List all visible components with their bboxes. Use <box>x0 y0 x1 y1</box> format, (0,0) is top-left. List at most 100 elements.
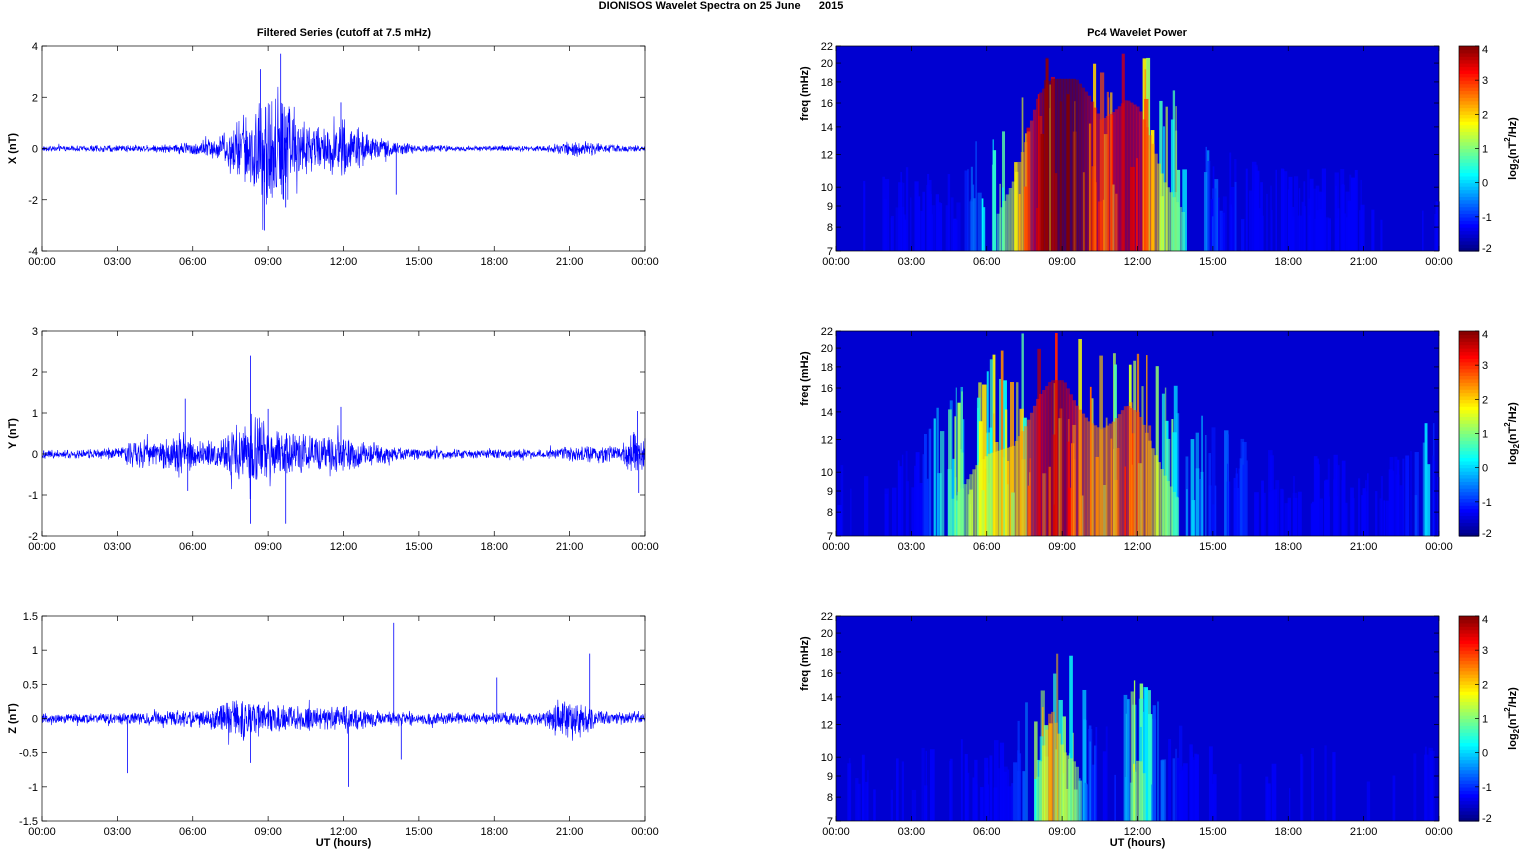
colorbar-segment <box>1459 525 1479 530</box>
wavelet-core <box>1042 745 1046 821</box>
colorbar-label-part: /Hz) <box>1507 402 1519 423</box>
y-tick-label: 20 <box>821 58 833 70</box>
colorbar-segment <box>1459 97 1479 102</box>
wavelet-streak <box>1190 439 1195 536</box>
y-tick-label: 18 <box>821 362 833 374</box>
wavelet-streak <box>965 789 967 821</box>
colorbar-segment <box>1459 192 1479 197</box>
colorbar-segment <box>1459 385 1479 390</box>
wavelet-streak <box>975 141 977 251</box>
y-tick-label: -0.5 <box>19 748 38 760</box>
wavelet-core <box>1057 78 1061 251</box>
wavelet-core <box>1157 462 1161 536</box>
colorbar-segment <box>1459 117 1479 122</box>
colorbar-segment <box>1459 189 1479 194</box>
wavelet-core <box>1087 421 1092 536</box>
y-tick-label: 0 <box>32 714 38 726</box>
colorbar-segment <box>1459 172 1479 177</box>
wavelet-streak <box>1233 477 1238 536</box>
x-tick-label: 12:00 <box>330 256 358 268</box>
x-tick-label: 00:00 <box>822 256 850 268</box>
colorbar-segment <box>1459 375 1479 380</box>
freq-axis-label: freq (mHz) <box>799 351 811 406</box>
colorbar-segment <box>1459 674 1479 679</box>
x-tick-label: 15:00 <box>405 256 433 268</box>
colorbar-segment <box>1459 203 1479 208</box>
wavelet-streak <box>1238 763 1242 821</box>
colorbar-segment <box>1459 69 1479 74</box>
wavelet-streak <box>905 167 909 251</box>
colorbar-segment <box>1459 691 1479 696</box>
colorbar-segment <box>1459 443 1479 448</box>
colorbar-segment <box>1459 749 1479 754</box>
wavelet-core <box>957 491 961 536</box>
wavelet-core <box>1175 202 1180 251</box>
wavelet-core <box>1075 766 1080 821</box>
wavelet-core <box>963 484 967 536</box>
wavelet-streak <box>1338 465 1340 536</box>
y-tick-label: 14 <box>821 692 833 704</box>
y-tick-label: 12 <box>821 435 833 447</box>
wavelet-streak <box>1399 485 1404 536</box>
wavelet-streak <box>1392 775 1396 821</box>
x-tick-label: 15:00 <box>1199 541 1227 553</box>
colorbar-segment <box>1459 633 1479 638</box>
x-tick-label: 09:00 <box>1048 826 1076 838</box>
colorbar-segment <box>1459 131 1479 136</box>
wavelet-streak <box>840 465 844 536</box>
wavelet-core <box>1111 112 1116 251</box>
colorbar-segment <box>1459 718 1479 723</box>
colorbar-segment <box>1459 450 1479 455</box>
wavelet-core <box>1066 78 1070 251</box>
x-tick-label: 18:00 <box>1274 826 1302 838</box>
wavelet-streak <box>1142 711 1147 821</box>
colorbar-label-part: 2 <box>1512 728 1521 733</box>
colorbar-segment <box>1459 399 1479 404</box>
wavelet-streak <box>1130 691 1134 821</box>
wavelet-streak <box>1157 701 1159 821</box>
wavelet-core <box>1132 104 1137 251</box>
wavelet-core <box>1048 382 1052 536</box>
wavelet-core <box>1166 187 1170 251</box>
colorbar-segment <box>1459 244 1479 249</box>
wavelet-streak <box>1022 771 1026 821</box>
wavelet-streak <box>911 487 916 536</box>
wavelet-core <box>1002 448 1007 536</box>
colorbar-segment <box>1459 773 1479 778</box>
wavelet-core <box>1069 78 1073 251</box>
wavelet-streak <box>1172 758 1176 821</box>
wavelet-streak <box>997 768 1002 821</box>
colorbar-segment <box>1459 786 1479 791</box>
y-tick-label: -1 <box>28 490 38 502</box>
wavelet-streak <box>937 473 942 536</box>
wavelet-core <box>1142 424 1146 536</box>
wavelet-streak <box>1424 423 1428 536</box>
colorbar-tick-label: -1 <box>1482 782 1492 794</box>
x-tick-label: 00:00 <box>1425 256 1453 268</box>
wavelet-streak <box>1332 752 1336 821</box>
wavelet-core <box>1181 212 1186 251</box>
wavelet-streak <box>1428 747 1433 821</box>
y-tick-label: 20 <box>821 628 833 640</box>
colorbar-segment <box>1459 505 1479 510</box>
wavelet-core <box>1148 135 1152 251</box>
colorbar-segment <box>1459 158 1479 163</box>
y-tick-label: -4 <box>28 246 38 258</box>
colorbar-segment <box>1459 389 1479 394</box>
wavelet-streak <box>896 758 899 821</box>
colorbar-segment <box>1459 467 1479 472</box>
colorbar-segment <box>1459 619 1479 624</box>
wavelet-streak <box>1312 501 1317 536</box>
wavelet-streak <box>867 770 869 821</box>
wavelet-streak <box>899 466 902 536</box>
colorbar-segment <box>1459 331 1479 336</box>
wavelet-core <box>1057 380 1061 536</box>
colorbar-label-part: /Hz) <box>1507 687 1519 708</box>
wavelet-streak <box>1176 757 1180 821</box>
colorbar-segment <box>1459 616 1479 621</box>
wavelet-streak <box>1268 450 1273 536</box>
wavelet-core <box>1054 78 1058 251</box>
colorbar-tick-label: 2 <box>1482 679 1488 691</box>
colorbar-segment <box>1459 814 1479 819</box>
colorbar-segment <box>1459 402 1479 407</box>
